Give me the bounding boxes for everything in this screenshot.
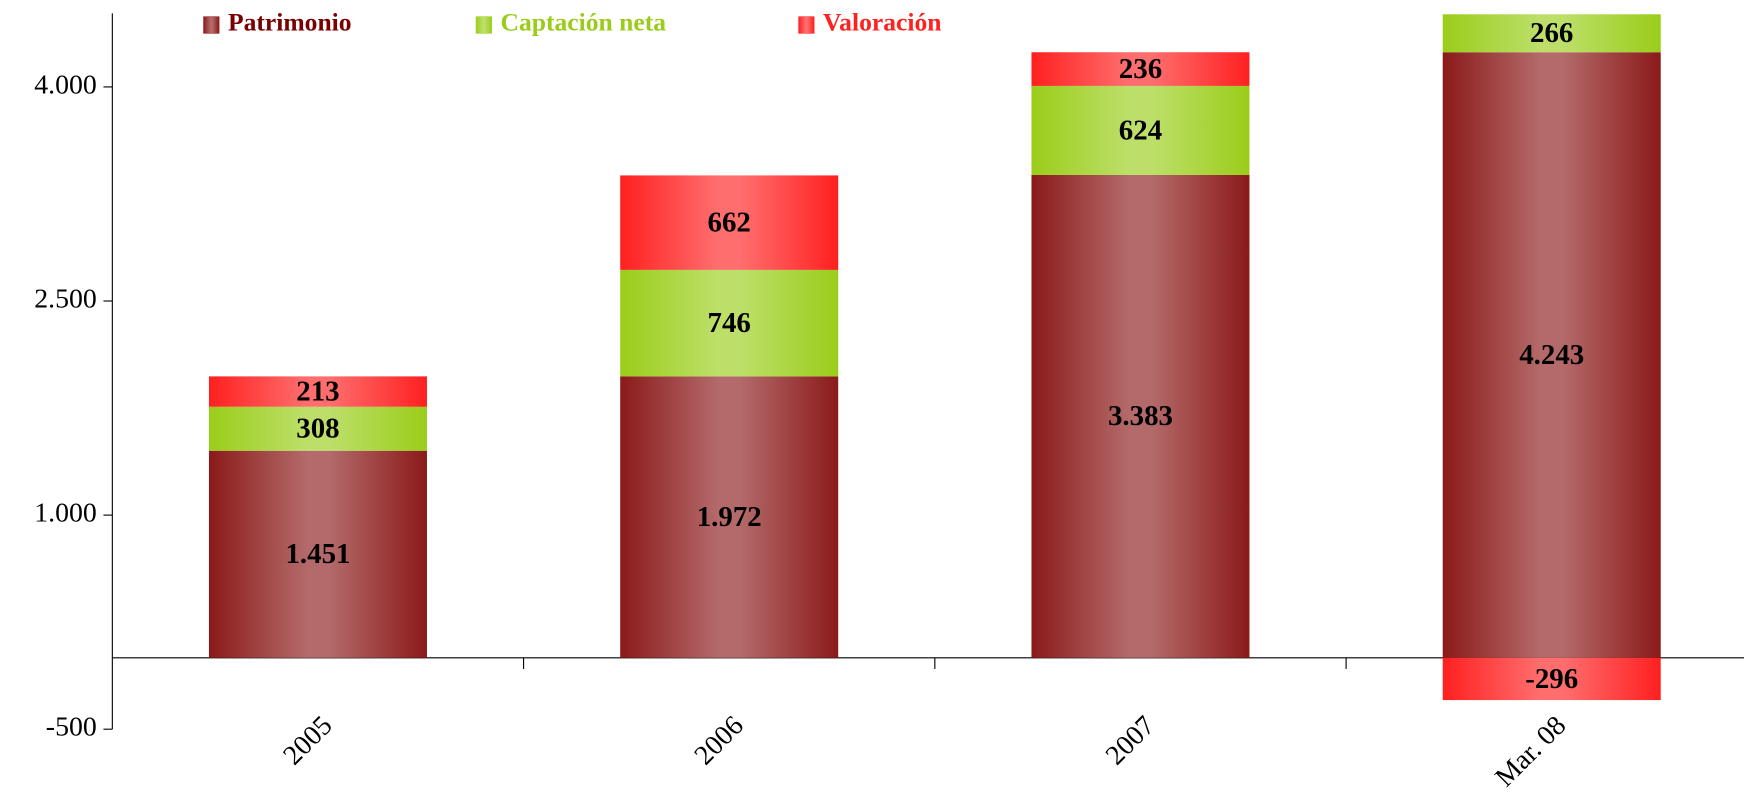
data-label: 624 — [1119, 114, 1162, 146]
bar-segment — [208, 406, 427, 451]
data-label: 213 — [296, 375, 339, 407]
x-tick-label: 2007 — [1100, 710, 1161, 771]
data-label: 3.383 — [1108, 400, 1173, 432]
x-tick-label: Mar. 08 — [1489, 710, 1572, 793]
legend-label: Valoración — [823, 7, 941, 36]
legend-marker — [203, 16, 220, 34]
bar-segment — [620, 175, 839, 270]
legend-marker — [798, 16, 815, 34]
data-label: 746 — [708, 307, 751, 339]
legend-label: Captación neta — [501, 7, 667, 36]
bar-segment — [620, 376, 839, 658]
data-label: 662 — [708, 207, 751, 239]
bar-segment — [208, 376, 427, 407]
bar-segment — [208, 450, 427, 658]
bar-segment — [1031, 174, 1250, 658]
y-tick-label: 2.500 — [34, 283, 97, 314]
bar-segment — [1442, 52, 1661, 658]
data-label: 236 — [1119, 53, 1162, 85]
data-label: 1.451 — [285, 538, 350, 570]
y-tick-label: 4.000 — [34, 69, 97, 100]
legend-marker — [475, 16, 492, 34]
data-label: -296 — [1525, 663, 1578, 695]
data-label: 4.243 — [1519, 339, 1584, 371]
x-tick-label: 2005 — [277, 710, 338, 771]
data-label: 308 — [296, 413, 339, 445]
x-tick-label: 2006 — [689, 710, 750, 771]
bar-segment — [1442, 657, 1661, 701]
data-label: 266 — [1530, 17, 1573, 49]
bar-segment — [620, 269, 839, 377]
bar-segment — [1031, 85, 1250, 175]
y-tick-label: 1.000 — [34, 497, 97, 528]
bar-segment — [1031, 52, 1250, 86]
data-label: 1.972 — [697, 501, 762, 533]
y-tick-label: -500 — [46, 712, 97, 743]
legend-label: Patrimonio — [228, 7, 352, 36]
bar-segment — [1442, 14, 1661, 53]
